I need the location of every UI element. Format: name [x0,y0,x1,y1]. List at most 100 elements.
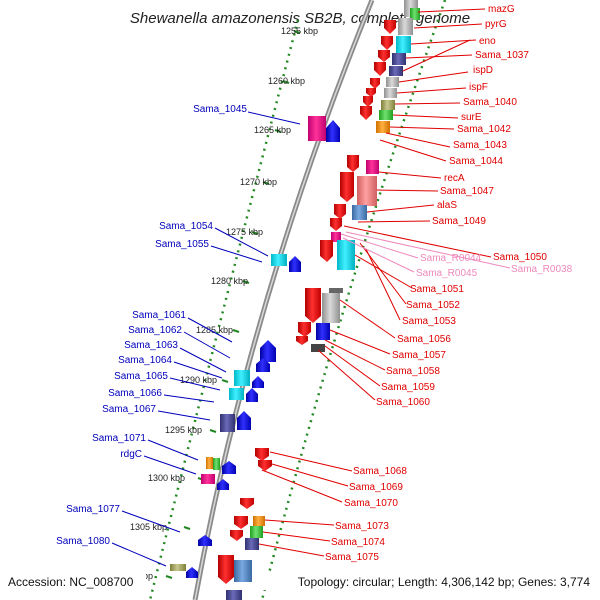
gene-Sama_R0044 [331,232,341,242]
gene-Sama_1052 [329,288,343,293]
gene-Sama_1067 [220,414,235,432]
arrow-red-3 [378,50,390,62]
label-Sama_1037: Sama_1037 [475,50,529,61]
right-gene-labels: mazG pyrG eno Sama_1037 ispD ispF Sama_1… [325,4,573,563]
gene-Sama_1075 [245,538,259,550]
arrow-red-17 [255,448,269,461]
gene-Sama_1071 [206,457,213,469]
scale-label-1275: 1275 kbp [226,227,263,237]
label-Sama_1073: Sama_1073 [335,521,389,532]
gene-Sama_1063 [252,376,264,388]
label-Sama_1061: Sama_1061 [132,310,186,321]
gene-Sama_1066 [246,388,258,402]
scale-label-1295: 1295 kbp [165,425,202,435]
gene-Sama_1080 [170,564,186,571]
label-Sama_1069: Sama_1069 [349,482,403,493]
label-Sama_1064: Sama_1064 [118,355,172,366]
arrow-red-21 [230,530,243,541]
gene-Sama_1056 [316,323,330,340]
gene-Sama_1074 [250,526,263,538]
label-Sama_1067: Sama_1067 [102,404,156,415]
label-ispF: ispF [469,82,488,93]
arrow-red-10 [340,172,354,202]
gene-Sama_1071-arrow [222,461,236,474]
gene-rdgC [201,474,215,484]
gene-Sama_1071-b [213,458,220,470]
genome-backbone-highlight [194,0,373,600]
label-Sama_1047: Sama_1047 [440,186,494,197]
gene-navy-bottom [226,590,242,600]
label-recA: recA [444,173,465,184]
scale-label-1255: 1255 kbp [281,26,318,36]
label-Sama_1077: Sama_1077 [66,504,120,515]
gene-Sama_1055 [289,256,301,272]
arrow-red-9 [347,155,359,172]
label-Sama_1050: Sama_1050 [493,252,547,263]
arrow-red-5 [370,78,380,89]
arrow-red-13 [320,240,333,262]
arrow-red-14 [305,288,321,323]
gene-Sama_1053 [322,293,340,323]
arrow-red-8 [360,106,372,120]
label-Sama_1062: Sama_1062 [128,325,182,336]
label-Sama_1065: Sama_1065 [114,371,168,382]
left-leader-lines [111,111,301,567]
gene-Sama_1080-arrow [186,567,198,578]
label-Sama_1054: Sama_1054 [159,221,213,232]
scale-label-1285: 1285 kbp [196,325,233,335]
label-Sama_1043: Sama_1043 [453,140,507,151]
gene-Sama_1067-arrow [237,411,251,430]
label-Sama_1080: Sama_1080 [56,536,110,547]
gene-Sama_1058 [311,344,325,352]
gene-Sama_1037 [392,53,406,65]
scale-ticks [165,30,301,579]
label-Sama_1044: Sama_1044 [449,156,503,167]
gene-Sama_1043 [376,121,390,133]
label-Sama_1074: Sama_1074 [331,537,385,548]
label-Sama_1052: Sama_1052 [406,300,460,311]
scale-label-1265: 1265 kbp [254,125,291,135]
label-Sama_1040: Sama_1040 [463,97,517,108]
topology-text: Topology: circular; Length: 4,306,142 bp… [298,575,591,589]
label-Sama_R0044: Sama_R0044 [420,253,482,264]
gene-Sama_1045 [308,116,326,141]
gene-Sama_1064 [234,370,250,386]
label-Sama_1056: Sama_1056 [397,334,451,345]
arrow-red-20 [234,516,248,529]
arrow-red-16 [296,336,308,345]
label-eno: eno [479,36,496,47]
arrow-red-1 [384,20,396,34]
arrow-red-11 [334,204,346,219]
label-Sama_1057: Sama_1057 [392,350,446,361]
forward-strand-features [218,0,420,600]
label-Sama_1070: Sama_1070 [344,498,398,509]
gene-recA [366,160,379,174]
label-Sama_1049: Sama_1049 [432,216,486,227]
arrow-red-22 [218,555,234,584]
label-Sama_1068: Sama_1068 [353,466,407,477]
label-Sama_1055: Sama_1055 [155,239,209,250]
gene-alaS [352,205,367,220]
rna-leader-lines [340,231,511,273]
scale-ring-inner [148,19,300,600]
gene-Sama_1054 [271,254,287,266]
gene-Sama_1051 [337,240,355,270]
gene-Sama_1045-arrow [326,120,340,142]
arrow-red-7 [363,96,373,107]
arrow-red-15 [298,322,311,337]
scale-label-1280: 1280 kbp [211,276,248,286]
scale-label-1260: 1260 kbp [268,76,305,86]
gene-Sama_1042 [379,110,393,120]
accession-text: Accession: NC_008700 [8,575,134,589]
gene-Sama_1047 [357,176,377,206]
label-Sama_1075: Sama_1075 [325,552,379,563]
label-Sama_1063: Sama_1063 [124,340,178,351]
gene-Sama_1073 [253,516,265,526]
gene-Sama_1040 [384,88,397,98]
gene-rdgC-arrow [217,479,229,490]
label-Sama_1045: Sama_1045 [193,104,247,115]
right-leader-lines [258,8,492,557]
gene-Sama_1062 [256,358,270,372]
scale-label-1305: 1305 kbp [130,522,167,532]
